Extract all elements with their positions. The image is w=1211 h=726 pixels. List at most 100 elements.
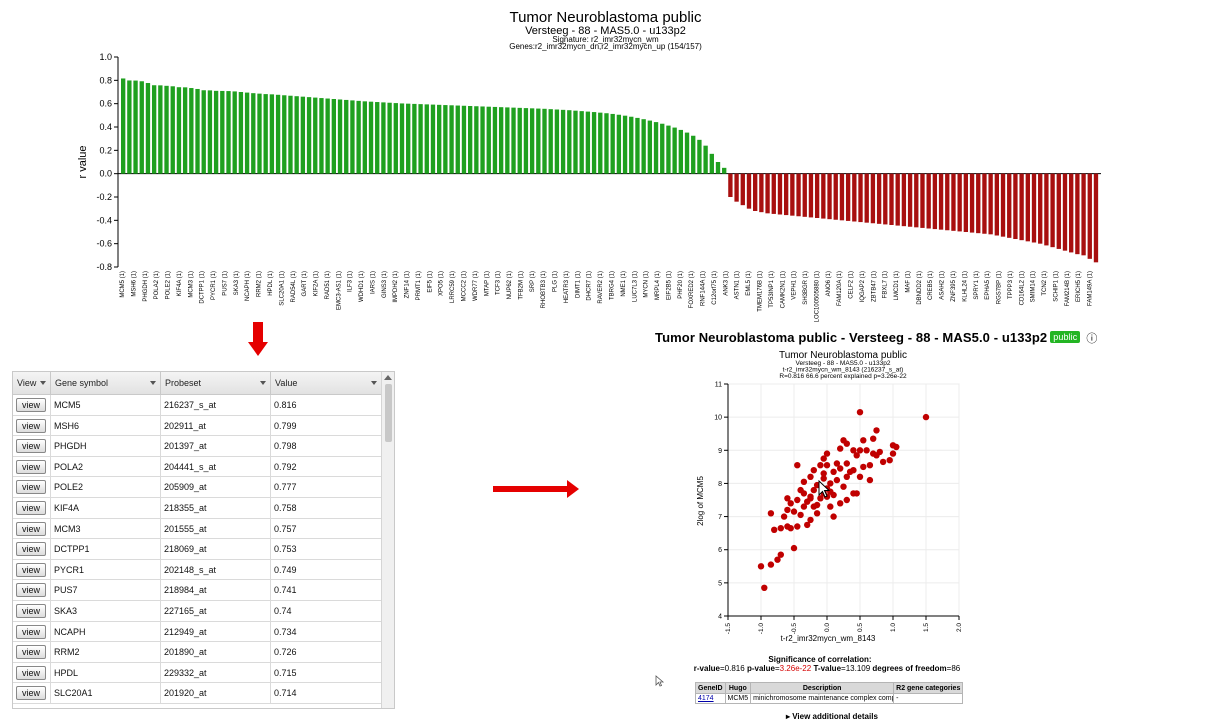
bar[interactable] [319, 98, 324, 174]
bar[interactable] [914, 173, 919, 228]
scatter-point[interactable] [843, 440, 850, 447]
scatter-point[interactable] [790, 544, 798, 552]
bar[interactable] [783, 173, 789, 216]
bar[interactable] [678, 129, 683, 174]
chevron-down-icon[interactable] [40, 381, 46, 385]
view-button[interactable]: view [16, 418, 46, 433]
scatter-point[interactable] [827, 503, 834, 510]
bar[interactable] [418, 104, 423, 174]
scatter-point[interactable] [787, 500, 794, 507]
bar[interactable] [164, 85, 169, 174]
bar[interactable] [145, 83, 151, 174]
bar[interactable] [554, 109, 560, 174]
bar[interactable] [684, 132, 690, 174]
bar[interactable] [988, 173, 993, 235]
bar[interactable] [629, 116, 634, 174]
bar[interactable] [883, 173, 888, 225]
scatter-point[interactable] [797, 511, 804, 519]
scatter-point[interactable] [761, 584, 768, 591]
bar[interactable] [796, 173, 801, 217]
bar[interactable] [127, 80, 132, 174]
view-button[interactable]: view [16, 459, 46, 474]
bar[interactable] [257, 93, 262, 174]
bar[interactable] [189, 88, 194, 174]
scatter-point[interactable] [853, 490, 860, 497]
bar[interactable] [827, 173, 832, 220]
bar[interactable] [313, 97, 318, 174]
bar[interactable] [573, 110, 578, 174]
view-button[interactable]: view [16, 500, 46, 515]
scatter-point[interactable] [784, 506, 791, 514]
bar[interactable] [610, 113, 615, 174]
scatter-point[interactable] [784, 495, 791, 502]
bar[interactable] [895, 173, 900, 226]
scatter-point[interactable] [787, 525, 794, 532]
bar[interactable] [901, 173, 907, 227]
scatter-point[interactable] [830, 513, 837, 520]
scatter-point[interactable] [817, 462, 824, 469]
scatter-point[interactable] [886, 457, 893, 464]
scatter-point[interactable] [804, 521, 811, 529]
bar[interactable] [288, 95, 293, 174]
scatter-point[interactable] [860, 437, 867, 444]
bar[interactable] [1087, 173, 1092, 259]
bar[interactable] [753, 173, 758, 211]
bar[interactable] [660, 123, 665, 174]
bar[interactable] [740, 173, 745, 206]
column-header-value[interactable]: Value [271, 372, 382, 394]
bar[interactable] [505, 107, 510, 174]
scatter-point[interactable] [837, 445, 844, 452]
scatter-point[interactable] [843, 496, 850, 504]
bar[interactable] [746, 173, 752, 209]
bar[interactable] [498, 107, 504, 174]
bar[interactable] [331, 99, 337, 174]
bar[interactable] [876, 173, 882, 224]
bar[interactable] [790, 173, 795, 216]
bar[interactable] [424, 104, 429, 174]
scatter-point[interactable] [833, 476, 841, 484]
scatter-point[interactable] [823, 450, 831, 457]
scatter-point[interactable] [820, 470, 827, 477]
view-button[interactable]: view [16, 645, 46, 660]
scatter-point[interactable] [856, 409, 864, 416]
bar[interactable] [300, 96, 306, 174]
bar[interactable] [542, 108, 547, 174]
bar[interactable] [808, 173, 814, 218]
scatter-point[interactable] [757, 563, 765, 570]
bar[interactable] [938, 173, 944, 230]
scatter-point[interactable] [922, 413, 930, 421]
bar[interactable] [443, 105, 448, 174]
scatter-point[interactable] [856, 447, 864, 454]
bar[interactable] [1050, 173, 1055, 248]
scatter-point[interactable] [879, 458, 887, 466]
bar[interactable] [666, 125, 671, 174]
bar[interactable] [951, 173, 956, 231]
bar[interactable] [1019, 173, 1024, 241]
gene-id-link[interactable]: 4174 [698, 695, 714, 702]
bar[interactable] [536, 108, 541, 174]
bar[interactable] [182, 87, 188, 174]
chevron-down-icon[interactable] [260, 381, 266, 385]
bar[interactable] [697, 139, 702, 174]
view-button[interactable]: view [16, 583, 46, 598]
bar[interactable] [523, 108, 529, 174]
scatter-point[interactable] [807, 516, 814, 524]
bar[interactable] [207, 90, 213, 174]
view-button[interactable]: view [16, 665, 46, 680]
bar[interactable] [715, 162, 721, 174]
bar[interactable] [195, 88, 200, 174]
bar[interactable] [728, 173, 733, 197]
scatter-point[interactable] [790, 508, 798, 515]
view-additional-details-link[interactable]: ▸ View additional details [786, 712, 878, 721]
bar[interactable] [1056, 173, 1061, 249]
scatter-point[interactable] [837, 500, 844, 507]
scatter-point[interactable] [767, 561, 775, 568]
bar[interactable] [759, 173, 764, 213]
bar[interactable] [833, 173, 838, 220]
bar[interactable] [412, 103, 417, 174]
bar[interactable] [474, 106, 479, 174]
scatter-point[interactable] [800, 478, 808, 485]
bar[interactable] [226, 91, 231, 174]
bar[interactable] [845, 173, 851, 221]
bar[interactable] [467, 106, 473, 174]
